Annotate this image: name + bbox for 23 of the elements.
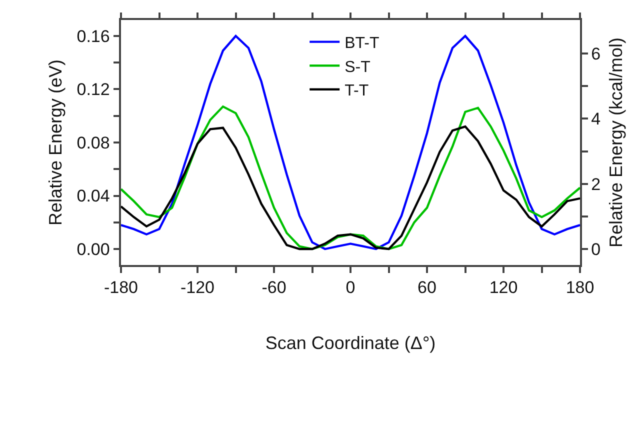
y-tick-label: 0.08 <box>76 133 110 152</box>
y-tick-label: 0.00 <box>76 240 110 259</box>
y2-tick-label: 0 <box>591 240 601 259</box>
x-tick-label: 180 <box>566 278 594 298</box>
y-tick-label: 0.04 <box>76 186 110 206</box>
y2-tick-label: 2 <box>591 174 601 194</box>
x-tick-label: -60 <box>262 278 286 298</box>
y-tick-label: 0.12 <box>76 80 110 100</box>
legend-label: S-T <box>344 58 371 76</box>
x-tick-label: 0 <box>346 278 356 298</box>
x-tick-label: -180 <box>104 278 138 298</box>
x-tick-label: 120 <box>489 278 518 298</box>
y2-tick-label: 4 <box>591 110 601 129</box>
y-axis-title: Relative Energy (eV) <box>45 59 66 226</box>
x-tick-label: -120 <box>180 278 215 298</box>
y2-axis-title: Relative Energy (kcal/mol) <box>606 37 626 248</box>
legend-label: BT-T <box>344 35 380 52</box>
y2-tick-label: 6 <box>591 44 601 64</box>
x-axis-title: Scan Coordinate (Δ°) <box>265 332 436 353</box>
x-tick-label: 60 <box>418 278 436 298</box>
y-tick-label: 0.16 <box>76 26 110 46</box>
legend-label: T-T <box>344 82 369 100</box>
line-series <box>121 34 580 250</box>
